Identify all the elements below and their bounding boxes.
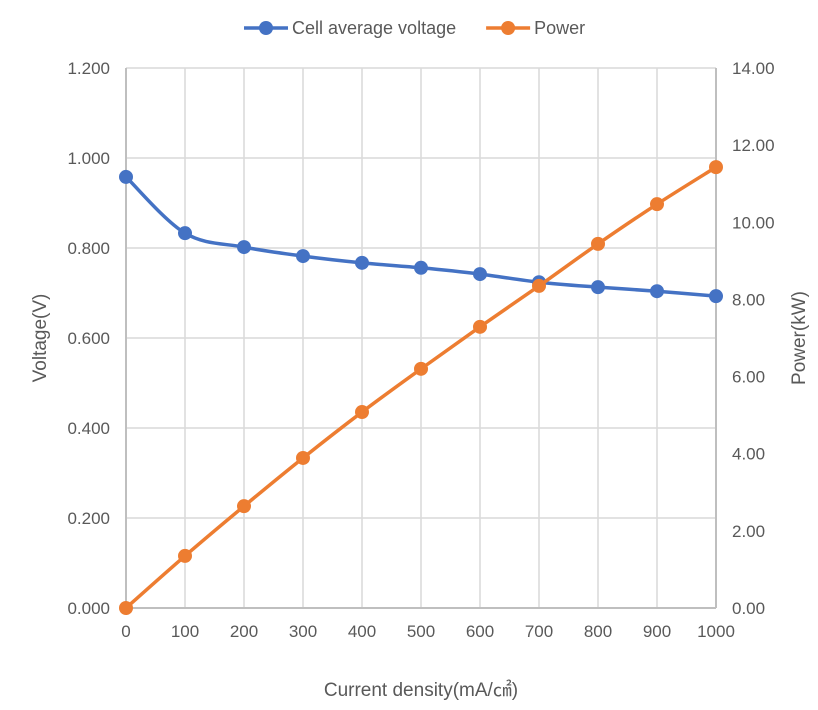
data-point (532, 278, 546, 293)
y-tick-label: 0.800 (67, 239, 110, 258)
legend-item: Cell average voltage (244, 18, 456, 38)
data-point (414, 260, 428, 275)
data-point (473, 267, 487, 282)
x-tick-label: 200 (230, 622, 258, 641)
y-axis-label: Voltage(V) (30, 294, 51, 383)
x-axis-label: Current density(mA/㎠) (324, 678, 518, 701)
y2-tick-label: 14.00 (732, 59, 775, 78)
y-tick-label: 1.000 (67, 149, 110, 168)
data-point (591, 280, 605, 295)
series-power (119, 160, 723, 615)
x-tick-label: 900 (643, 622, 671, 641)
data-point (709, 160, 723, 175)
data-point (296, 249, 310, 264)
data-point (591, 236, 605, 251)
y2-tick-label: 8.00 (732, 290, 765, 309)
y2-tick-label: 6.00 (732, 368, 765, 387)
data-point (355, 255, 369, 270)
series-layer (119, 160, 723, 615)
y-tick-label: 0.200 (67, 509, 110, 528)
gridlines (125, 67, 717, 609)
tick-labels: 0.000 0.200 0.400 0.600 0.800 1.000 1.200 0.00 2… (67, 59, 774, 641)
legend: Cell average voltage Power (244, 18, 585, 38)
y-tick-label: 0.400 (67, 419, 110, 438)
legend-label: Cell average voltage (292, 18, 456, 38)
x-tick-label: 500 (407, 622, 435, 641)
y-tick-label: 0.000 (67, 599, 110, 618)
y2-tick-label: 10.00 (732, 213, 775, 232)
data-point (237, 240, 251, 255)
data-point (119, 601, 133, 615)
y2-tick-label: 2.00 (732, 522, 765, 541)
x-tick-label: 700 (525, 622, 553, 641)
x-tick-label: 400 (348, 622, 376, 641)
series-cell-average-voltage (119, 169, 723, 304)
legend-marker (501, 21, 516, 35)
legend-item: Power (486, 18, 585, 38)
x-tick-label: 1000 (697, 622, 735, 641)
legend-label: Power (534, 18, 585, 38)
legend-marker (259, 21, 273, 35)
data-point (119, 169, 133, 184)
y2-tick-label: 4.00 (732, 445, 765, 464)
data-point (178, 548, 192, 563)
x-tick-label: 600 (466, 622, 494, 641)
data-point (709, 289, 723, 304)
data-point (296, 450, 310, 465)
data-point (355, 405, 369, 420)
x-tick-label: 300 (289, 622, 317, 641)
y2-axis-label: Power(kW) (789, 291, 810, 385)
data-point (178, 226, 192, 241)
data-point (414, 361, 428, 376)
data-point (650, 284, 664, 299)
y2-tick-label: 0.00 (732, 599, 765, 618)
data-point (650, 197, 664, 212)
x-tick-label: 0 (121, 622, 130, 641)
y-tick-label: 1.200 (67, 59, 110, 78)
data-point (237, 499, 251, 514)
data-point (473, 319, 487, 334)
y-tick-label: 0.600 (67, 329, 110, 348)
x-tick-label: 100 (171, 622, 199, 641)
x-tick-label: 800 (584, 622, 612, 641)
y2-tick-label: 12.00 (732, 136, 775, 155)
